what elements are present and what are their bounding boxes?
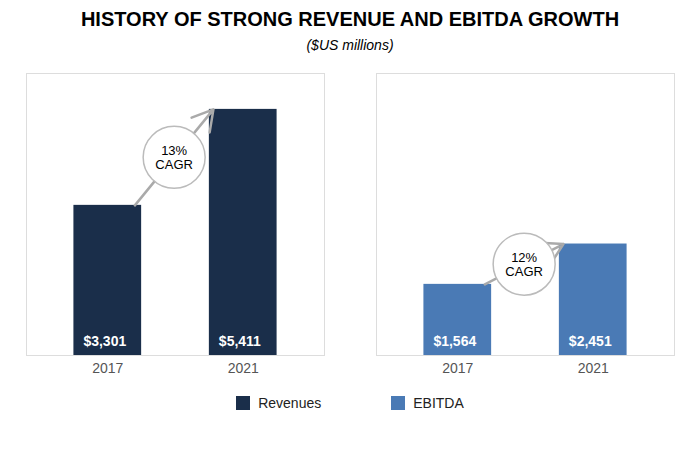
svg-text:13%CAGR: 13%CAGR bbox=[155, 143, 193, 172]
svg-text:2017: 2017 bbox=[92, 360, 123, 376]
svg-text:2021: 2021 bbox=[228, 360, 259, 376]
svg-text:$3,301: $3,301 bbox=[83, 333, 126, 349]
svg-text:$2,451: $2,451 bbox=[569, 333, 612, 349]
svg-text:12%CAGR: 12%CAGR bbox=[505, 250, 543, 279]
svg-text:$5,411: $5,411 bbox=[219, 333, 261, 349]
html-text:Revenues: Revenues bbox=[258, 395, 322, 411]
html-text:EBITDA: EBITDA bbox=[413, 395, 464, 411]
svg-text:2017: 2017 bbox=[442, 360, 473, 376]
svg-text:2021: 2021 bbox=[578, 360, 609, 376]
svg-text:$1,564: $1,564 bbox=[433, 333, 476, 349]
html-text:($US millions): ($US millions) bbox=[306, 37, 394, 53]
html-text:HISTORY OF STRONG REVENUE AND: HISTORY OF STRONG REVENUE AND EBITDA GRO… bbox=[80, 8, 620, 30]
